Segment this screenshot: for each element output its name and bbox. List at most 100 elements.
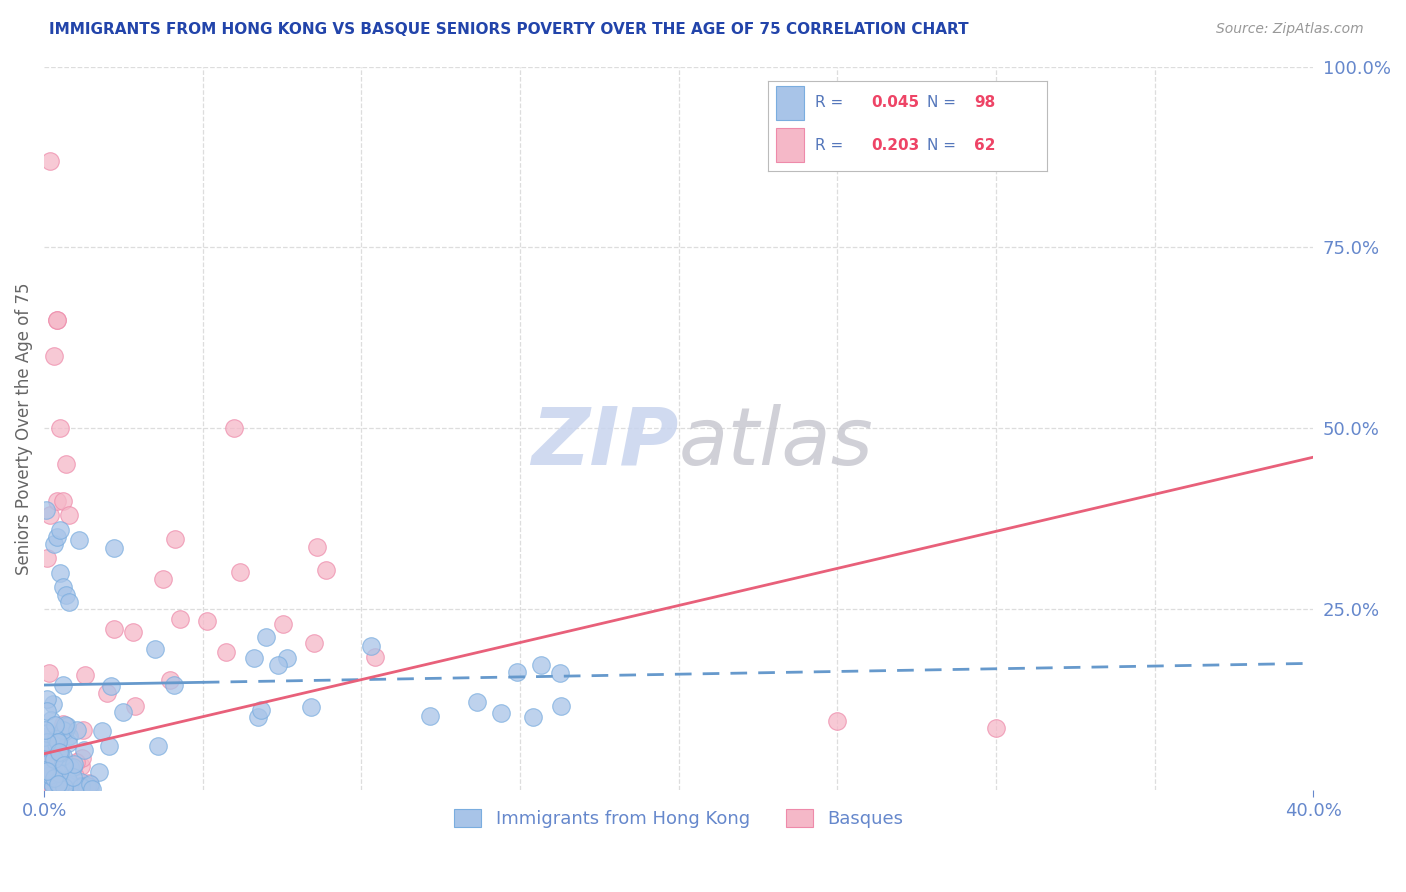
Point <box>37 551 59 566</box>
Point <box>42 349 65 363</box>
Point <box>169 612 191 626</box>
Point <box>63 768 86 782</box>
Point <box>49 421 72 435</box>
Point <box>45 770 67 784</box>
Point <box>34 723 56 737</box>
Point <box>59 779 82 793</box>
Point <box>66 723 89 738</box>
Point <box>58 729 80 743</box>
Text: IMMIGRANTS FROM HONG KONG VS BASQUE SENIORS POVERTY OVER THE AGE OF 75 CORRELATI: IMMIGRANTS FROM HONG KONG VS BASQUE SENI… <box>49 22 969 37</box>
Point <box>276 651 298 665</box>
Point <box>52 748 75 763</box>
Point <box>79 776 101 790</box>
Point <box>42 537 65 551</box>
Point <box>530 658 553 673</box>
Point <box>67 533 90 548</box>
Point <box>76 779 98 793</box>
Point <box>42 697 65 711</box>
Point <box>90 724 112 739</box>
Point <box>41 776 63 790</box>
Point <box>38 780 60 795</box>
Point <box>52 723 75 738</box>
Point <box>70 779 93 793</box>
Point <box>52 756 75 771</box>
Point <box>70 774 93 789</box>
Point <box>52 777 75 791</box>
Point <box>49 523 72 537</box>
Point <box>41 741 63 756</box>
Point <box>73 743 96 757</box>
Point <box>38 756 60 770</box>
Point <box>271 617 294 632</box>
Point <box>97 739 120 753</box>
Point <box>42 752 65 766</box>
Point <box>39 746 62 760</box>
Point <box>249 703 271 717</box>
Point <box>58 508 80 522</box>
Point <box>38 754 60 768</box>
Point <box>70 751 93 765</box>
Point <box>46 777 69 791</box>
Point <box>80 781 103 796</box>
Point <box>42 782 65 797</box>
Point <box>305 540 328 554</box>
Point <box>44 782 66 797</box>
Point <box>51 717 73 731</box>
Point <box>103 541 125 555</box>
Point <box>360 639 382 653</box>
Point <box>41 764 63 779</box>
Point <box>122 625 145 640</box>
Y-axis label: Seniors Poverty Over the Age of 75: Seniors Poverty Over the Age of 75 <box>15 282 32 574</box>
Point <box>52 581 75 595</box>
Point <box>63 756 86 771</box>
Point <box>70 781 93 796</box>
Point <box>79 777 101 791</box>
Point <box>53 724 76 739</box>
Text: ZIP: ZIP <box>531 404 679 482</box>
Point <box>143 642 166 657</box>
Point <box>267 658 290 673</box>
Point <box>49 779 72 793</box>
Point <box>35 770 58 784</box>
Point <box>148 739 170 753</box>
Point <box>37 781 59 796</box>
Point <box>55 772 77 787</box>
Point <box>45 737 67 751</box>
Point <box>53 758 76 772</box>
Point <box>163 533 186 547</box>
Point <box>45 312 67 326</box>
Point <box>46 735 69 749</box>
Point <box>550 699 572 714</box>
Point <box>363 650 385 665</box>
Point <box>48 727 70 741</box>
Point <box>103 622 125 636</box>
Point <box>44 779 66 793</box>
Point <box>44 771 66 785</box>
Legend: Immigrants from Hong Kong, Basques: Immigrants from Hong Kong, Basques <box>447 801 911 835</box>
Point <box>49 747 72 761</box>
Point <box>35 735 58 749</box>
Point <box>49 752 72 766</box>
Point <box>215 645 238 659</box>
Point <box>39 766 62 780</box>
Point <box>35 764 58 778</box>
Point <box>35 742 58 756</box>
Point <box>87 764 110 779</box>
Point <box>35 691 58 706</box>
Point <box>45 312 67 326</box>
Point <box>55 588 77 602</box>
Point <box>419 708 441 723</box>
Point <box>35 736 58 750</box>
Point <box>299 699 322 714</box>
Point <box>159 673 181 687</box>
Point <box>77 780 100 794</box>
Point <box>70 759 93 773</box>
Point <box>550 665 572 680</box>
Point <box>506 665 529 680</box>
Point <box>254 630 277 644</box>
Point <box>111 705 134 719</box>
Point <box>62 770 84 784</box>
Point <box>58 779 80 793</box>
Text: atlas: atlas <box>679 404 873 482</box>
Point <box>55 458 77 472</box>
